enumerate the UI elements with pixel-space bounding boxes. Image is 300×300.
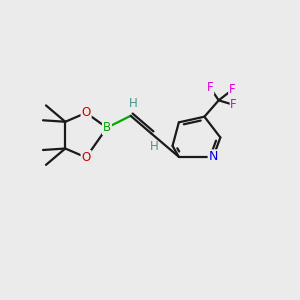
Text: B: B: [103, 121, 111, 134]
Text: O: O: [82, 151, 91, 164]
Text: H: H: [149, 140, 158, 153]
Text: F: F: [230, 98, 237, 111]
Text: O: O: [82, 106, 91, 119]
Text: H: H: [129, 97, 137, 110]
Text: F: F: [207, 81, 214, 94]
Text: F: F: [229, 83, 236, 96]
Text: N: N: [208, 150, 218, 163]
